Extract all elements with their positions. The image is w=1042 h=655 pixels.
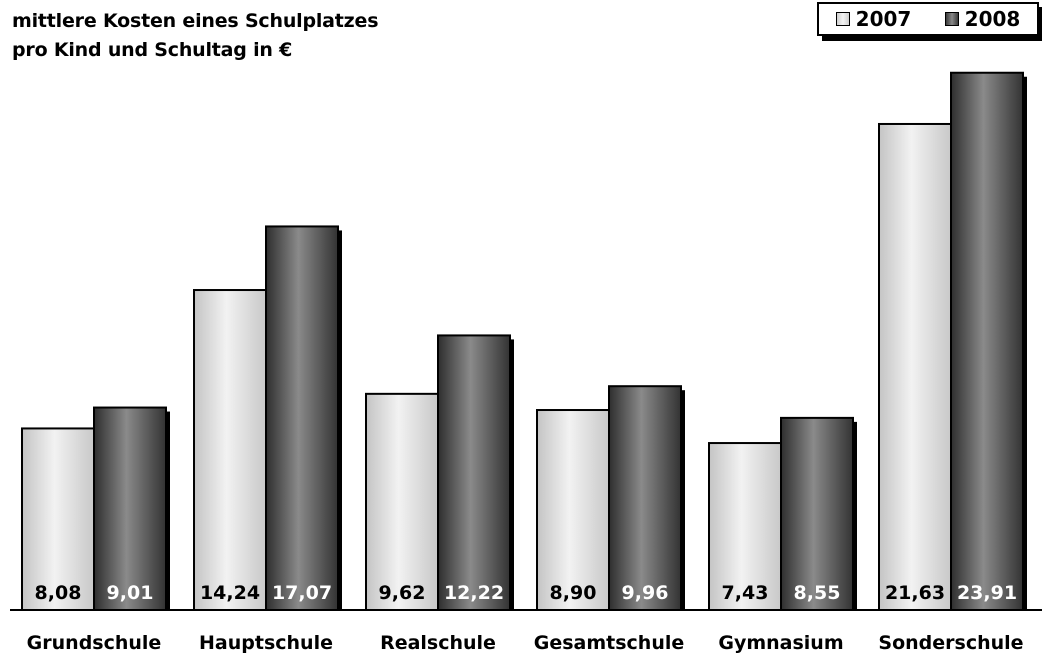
x-tick-label-gesamtschule: Gesamtschule <box>534 632 685 654</box>
bar-2007-gesamtschule <box>536 409 610 611</box>
bar-2007-gymnasium <box>708 442 782 612</box>
data-label-2007-realschule: 9,62 <box>379 582 426 604</box>
data-label-2008-grundschule: 9,01 <box>107 582 154 604</box>
legend-item-2008: 2008 <box>944 7 1021 31</box>
chart-title-line-1: mittlere Kosten eines Schulplatzes <box>12 10 379 32</box>
legend-swatch-2007 <box>835 12 850 26</box>
x-tick-label-gymnasium: Gymnasium <box>718 632 843 654</box>
data-label-2007-hauptschule: 14,24 <box>200 582 260 604</box>
bar-2008-grundschule <box>93 406 167 611</box>
chart-title-line-2: pro Kind und Schultag in € <box>12 39 293 61</box>
bar-2007-realschule <box>365 392 439 611</box>
data-label-2007-sonderschule: 21,63 <box>885 582 945 604</box>
bar-2008-sonderschule <box>950 71 1024 611</box>
data-label-2008-realschule: 12,22 <box>444 582 504 604</box>
data-label-2007-gesamtschule: 8,90 <box>550 582 597 604</box>
legend-item-2007: 2007 <box>835 7 912 31</box>
x-tick-label-sonderschule: Sonderschule <box>878 632 1023 654</box>
bar-2008-gymnasium <box>780 416 854 611</box>
data-label-2007-gymnasium: 7,43 <box>722 582 769 604</box>
x-tick-label-grundschule: Grundschule <box>27 632 162 654</box>
bar-2008-gesamtschule <box>608 385 682 611</box>
legend-label-2007: 2007 <box>855 7 912 31</box>
x-tick-label-realschule: Realschule <box>380 632 496 654</box>
data-label-2007-grundschule: 8,08 <box>35 582 82 604</box>
data-label-2008-sonderschule: 23,91 <box>957 582 1017 604</box>
data-label-2008-hauptschule: 17,07 <box>272 582 332 604</box>
data-label-2008-gesamtschule: 9,96 <box>622 582 669 604</box>
legend-swatch-2008 <box>944 12 959 26</box>
bar-2007-hauptschule <box>193 289 267 611</box>
bar-2007-sonderschule <box>878 122 952 611</box>
data-label-2008-gymnasium: 8,55 <box>794 582 841 604</box>
x-tick-label-hauptschule: Hauptschule <box>199 632 333 654</box>
legend: 2007 2008 <box>817 2 1039 36</box>
bar-2007-grundschule <box>21 427 95 612</box>
legend-label-2008: 2008 <box>964 7 1021 31</box>
bar-2008-hauptschule <box>265 225 339 611</box>
bar-2008-realschule <box>437 334 511 611</box>
